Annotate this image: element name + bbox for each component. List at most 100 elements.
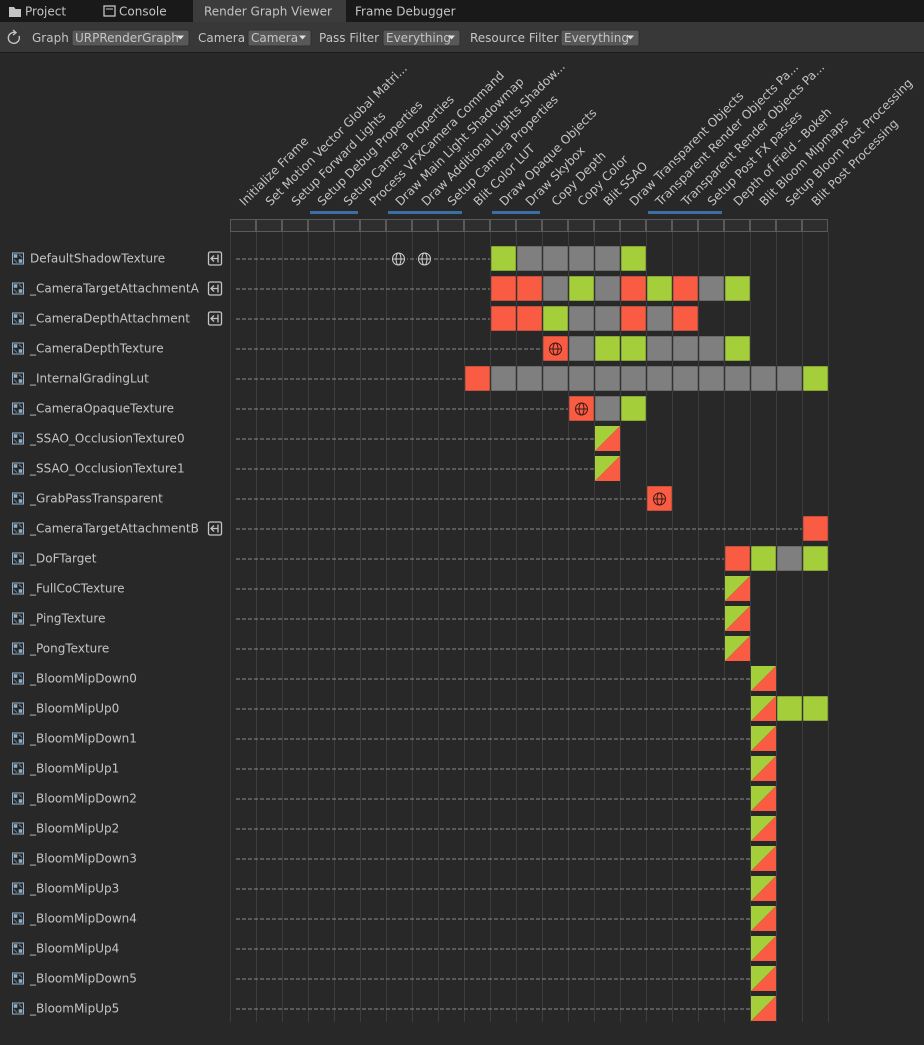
resource-name[interactable]: DefaultShadowTexture xyxy=(30,252,165,266)
resource-usage-cell[interactable] xyxy=(620,365,647,392)
resource-usage-cell[interactable] xyxy=(542,275,569,302)
resource-usage-cell[interactable] xyxy=(542,365,569,392)
resource-usage-cell[interactable] xyxy=(490,305,517,332)
pass-header-box[interactable] xyxy=(542,219,568,232)
resource-name[interactable]: _BloomMipDown4 xyxy=(29,912,137,926)
pass-header-box[interactable] xyxy=(750,219,776,232)
resource-usage-cell[interactable] xyxy=(672,335,699,362)
pass-header-box[interactable] xyxy=(256,219,282,232)
resource-name[interactable]: _BloomMipUp5 xyxy=(29,1002,119,1016)
tab[interactable]: Render Graph Viewer xyxy=(193,0,346,22)
resource-usage-cell[interactable] xyxy=(594,395,621,422)
resource-usage-cell[interactable] xyxy=(751,696,776,721)
resource-name[interactable]: _CameraDepthAttachment xyxy=(29,312,190,326)
resource-name[interactable]: _CameraDepthTexture xyxy=(29,342,164,356)
pass-header-box[interactable] xyxy=(438,219,464,232)
resource-name[interactable]: _CameraTargetAttachmentA xyxy=(29,282,200,296)
resource-usage-cell[interactable] xyxy=(751,996,776,1021)
resource-name[interactable]: _PongTexture xyxy=(29,642,109,656)
resource-usage-cell[interactable] xyxy=(594,305,621,332)
dropdown[interactable]: URPRenderGraph xyxy=(71,29,190,47)
resource-name[interactable]: _BloomMipUp1 xyxy=(29,762,119,776)
resource-usage-cell[interactable] xyxy=(595,456,620,481)
resource-usage-cell[interactable] xyxy=(672,275,699,302)
dropdown[interactable]: Everything xyxy=(382,29,461,47)
resource-usage-cell[interactable] xyxy=(751,666,776,691)
refresh-button[interactable] xyxy=(7,29,21,45)
pass-header-box[interactable] xyxy=(490,219,516,232)
resource-name[interactable]: _SSAO_OcclusionTexture1 xyxy=(29,462,185,476)
pass-header-box[interactable] xyxy=(698,219,724,232)
resource-usage-cell[interactable] xyxy=(750,365,777,392)
resource-name[interactable]: _BloomMipDown2 xyxy=(29,792,137,806)
resource-name[interactable]: _GrabPassTransparent xyxy=(29,492,163,506)
resource-usage-cell[interactable] xyxy=(751,726,776,751)
resource-usage-cell[interactable] xyxy=(464,365,491,392)
resource-usage-cell[interactable] xyxy=(802,545,829,572)
resource-usage-cell[interactable] xyxy=(672,365,699,392)
resource-usage-cell[interactable] xyxy=(751,966,776,991)
resource-name[interactable]: _BloomMipDown0 xyxy=(29,672,137,686)
resource-usage-cell[interactable] xyxy=(516,245,543,272)
pass-header-box[interactable] xyxy=(230,219,256,232)
resource-usage-cell[interactable] xyxy=(776,365,803,392)
pass-header-box[interactable] xyxy=(412,219,438,232)
resource-usage-cell[interactable] xyxy=(516,305,543,332)
resource-name[interactable]: _FullCoCTexture xyxy=(29,582,125,596)
resource-usage-cell[interactable] xyxy=(620,305,647,332)
resource-usage-cell[interactable] xyxy=(802,695,829,722)
resource-usage-cell[interactable] xyxy=(672,305,699,332)
resource-usage-cell[interactable] xyxy=(594,365,621,392)
resource-usage-cell[interactable] xyxy=(490,275,517,302)
resource-usage-cell[interactable] xyxy=(594,335,621,362)
dropdown[interactable]: Camera xyxy=(247,29,312,47)
pass-header-box[interactable] xyxy=(646,219,672,232)
resource-usage-cell[interactable] xyxy=(646,305,673,332)
pass-header-box[interactable] xyxy=(386,219,412,232)
resource-name[interactable]: _CameraOpaqueTexture xyxy=(29,402,174,416)
resource-usage-cell[interactable] xyxy=(620,275,647,302)
resource-usage-cell[interactable] xyxy=(776,545,803,572)
resource-usage-cell[interactable] xyxy=(751,846,776,871)
resource-usage-cell[interactable] xyxy=(698,335,725,362)
pass-header-box[interactable] xyxy=(308,219,334,232)
pass-header-box[interactable] xyxy=(672,219,698,232)
resource-usage-cell[interactable] xyxy=(542,335,569,362)
resource-usage-cell[interactable] xyxy=(802,515,829,542)
resource-name[interactable]: _SSAO_OcclusionTexture0 xyxy=(29,432,185,446)
resource-usage-cell[interactable] xyxy=(751,876,776,901)
resource-usage-cell[interactable] xyxy=(594,275,621,302)
resource-usage-cell[interactable] xyxy=(646,335,673,362)
resource-usage-cell[interactable] xyxy=(776,695,803,722)
resource-name[interactable]: _InternalGradingLut xyxy=(29,372,149,386)
resource-name[interactable]: _BloomMipUp2 xyxy=(29,822,119,836)
resource-name[interactable]: _DoFTarget xyxy=(29,552,97,566)
resource-usage-cell[interactable] xyxy=(750,545,777,572)
resource-usage-cell[interactable] xyxy=(595,426,620,451)
resource-usage-cell[interactable] xyxy=(751,936,776,961)
resource-usage-cell[interactable] xyxy=(725,576,750,601)
resource-name[interactable]: _CameraTargetAttachmentB xyxy=(29,522,199,536)
resource-name[interactable]: _BloomMipUp4 xyxy=(29,942,119,956)
resource-usage-cell[interactable] xyxy=(725,606,750,631)
resource-usage-cell[interactable] xyxy=(751,906,776,931)
resource-usage-cell[interactable] xyxy=(620,245,647,272)
pass-header-box[interactable] xyxy=(516,219,542,232)
resource-usage-cell[interactable] xyxy=(724,365,751,392)
pass-header-box[interactable] xyxy=(724,219,750,232)
pass-header-box[interactable] xyxy=(568,219,594,232)
pass-header-box[interactable] xyxy=(594,219,620,232)
resource-usage-cell[interactable] xyxy=(542,245,569,272)
resource-usage-cell[interactable] xyxy=(751,786,776,811)
resource-usage-cell[interactable] xyxy=(568,245,595,272)
resource-usage-cell[interactable] xyxy=(698,275,725,302)
resource-usage-cell[interactable] xyxy=(490,245,517,272)
resource-usage-cell[interactable] xyxy=(646,275,673,302)
pass-header-box[interactable] xyxy=(334,219,360,232)
resource-usage-cell[interactable] xyxy=(568,275,595,302)
resource-name[interactable]: _BloomMipUp0 xyxy=(29,702,119,716)
resource-name[interactable]: _PingTexture xyxy=(29,612,105,626)
resource-usage-cell[interactable] xyxy=(620,395,647,422)
resource-name[interactable]: _BloomMipDown3 xyxy=(29,852,137,866)
resource-usage-cell[interactable] xyxy=(646,365,673,392)
